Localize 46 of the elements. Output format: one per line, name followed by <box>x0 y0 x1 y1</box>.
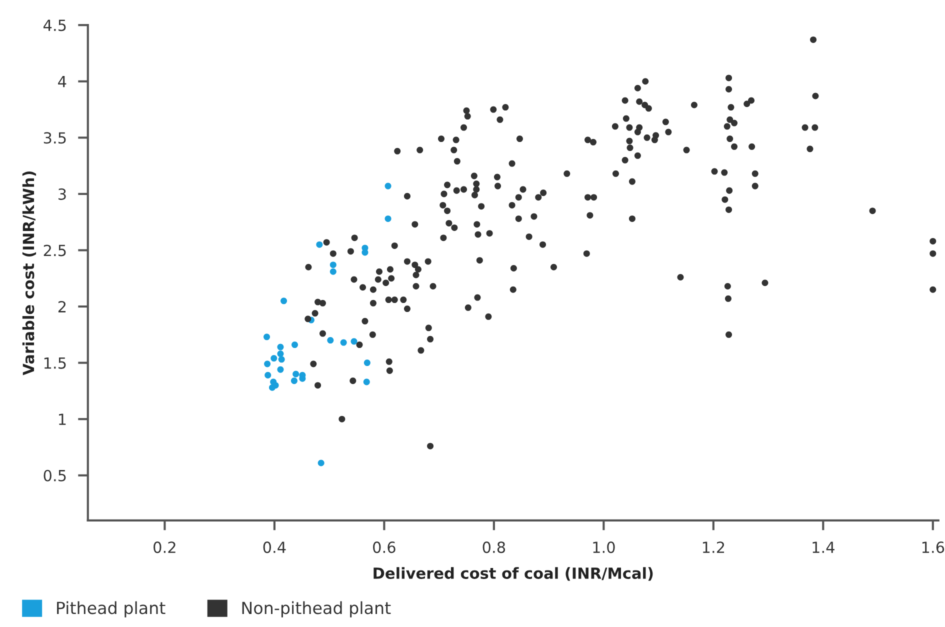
y-tick-label: 4 <box>58 76 66 88</box>
x-tick-label: 0.2 <box>154 542 176 554</box>
point <box>277 344 284 350</box>
point <box>340 339 347 346</box>
point <box>318 460 324 466</box>
point <box>384 182 392 190</box>
point <box>264 372 272 378</box>
x-tick-label: 1.6 <box>922 542 944 554</box>
point <box>327 337 334 344</box>
y-tick-label: 2 <box>58 300 66 312</box>
point <box>362 249 368 256</box>
point <box>264 360 271 368</box>
point <box>270 355 278 362</box>
y-tick-label: 1.5 <box>44 357 66 369</box>
point <box>264 334 270 340</box>
point <box>291 342 298 348</box>
x-axis-title: Delivered cost of coal (INR/Mcal) <box>374 567 653 581</box>
y-tick-label: 4.5 <box>44 20 66 32</box>
x-tick-label: 1.4 <box>812 542 834 553</box>
point <box>292 370 300 378</box>
y-tick-label: 3.5 <box>44 132 66 144</box>
point <box>278 356 285 363</box>
y-tick-label: 3 <box>58 188 66 200</box>
x-tick-label: 0.8 <box>482 542 506 554</box>
y-tick-label: 0.5 <box>44 470 66 482</box>
x-tick-label: 0.4 <box>263 542 286 554</box>
point <box>290 378 298 384</box>
point <box>330 268 336 275</box>
point <box>277 350 284 358</box>
point <box>330 262 336 268</box>
point <box>364 360 370 366</box>
y-tick-label: 2.5 <box>44 244 66 256</box>
point <box>350 338 358 345</box>
y-axis-title: Variable cost (INR/kWh) <box>22 171 36 376</box>
legend-label: Non-pithead plant <box>242 601 391 618</box>
y-tick-label: 1 <box>59 414 66 425</box>
point <box>268 384 276 391</box>
x-tick-label: 1.0 <box>593 542 615 554</box>
point <box>384 215 392 222</box>
x-tick-label: 1.2 <box>702 542 724 553</box>
x-tick-label: 0.6 <box>373 542 396 554</box>
point <box>277 366 284 373</box>
point <box>363 378 370 386</box>
point <box>316 241 323 248</box>
point <box>280 298 288 304</box>
legend-label: Pithead plant <box>57 601 166 618</box>
